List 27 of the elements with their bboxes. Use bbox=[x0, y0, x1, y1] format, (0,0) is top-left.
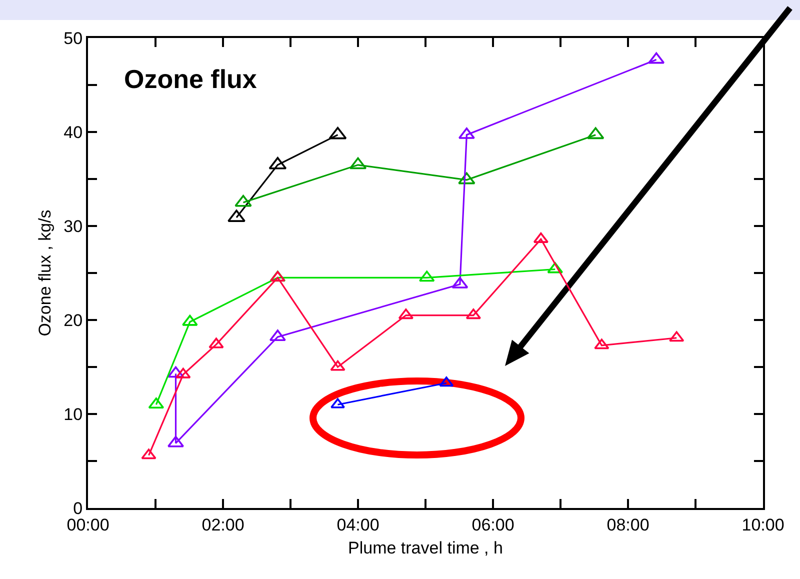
y-axis-title: Ozone flux , kg/s bbox=[36, 210, 55, 336]
y-tick-label: 40 bbox=[64, 122, 83, 142]
point bbox=[458, 172, 476, 184]
point bbox=[176, 368, 191, 378]
x-axis-title: Plume travel time , h bbox=[348, 538, 503, 558]
x-tick-label: 08:00 bbox=[606, 515, 650, 534]
x-tick-label: 00:00 bbox=[66, 515, 110, 534]
point bbox=[594, 338, 610, 350]
point bbox=[269, 330, 286, 342]
point bbox=[648, 52, 665, 64]
x-tick-label: 04:00 bbox=[336, 515, 380, 534]
y-tick-label: 20 bbox=[64, 310, 83, 330]
text: Ozone flux bbox=[124, 64, 258, 94]
y-tick-label: 10 bbox=[64, 404, 83, 424]
point bbox=[669, 331, 684, 342]
point bbox=[330, 360, 346, 371]
point bbox=[141, 448, 156, 460]
point bbox=[328, 126, 347, 140]
x-tick-label: 06:00 bbox=[472, 515, 514, 534]
y-tick-label: 50 bbox=[64, 28, 83, 48]
point bbox=[234, 194, 252, 207]
y-tick-label: 0 bbox=[73, 498, 83, 518]
x-tick-label: 02:00 bbox=[202, 515, 244, 534]
point bbox=[208, 338, 224, 348]
point bbox=[452, 276, 468, 288]
y-tick-label: 30 bbox=[64, 216, 83, 236]
x-tick-label: 10:00 bbox=[742, 515, 784, 534]
